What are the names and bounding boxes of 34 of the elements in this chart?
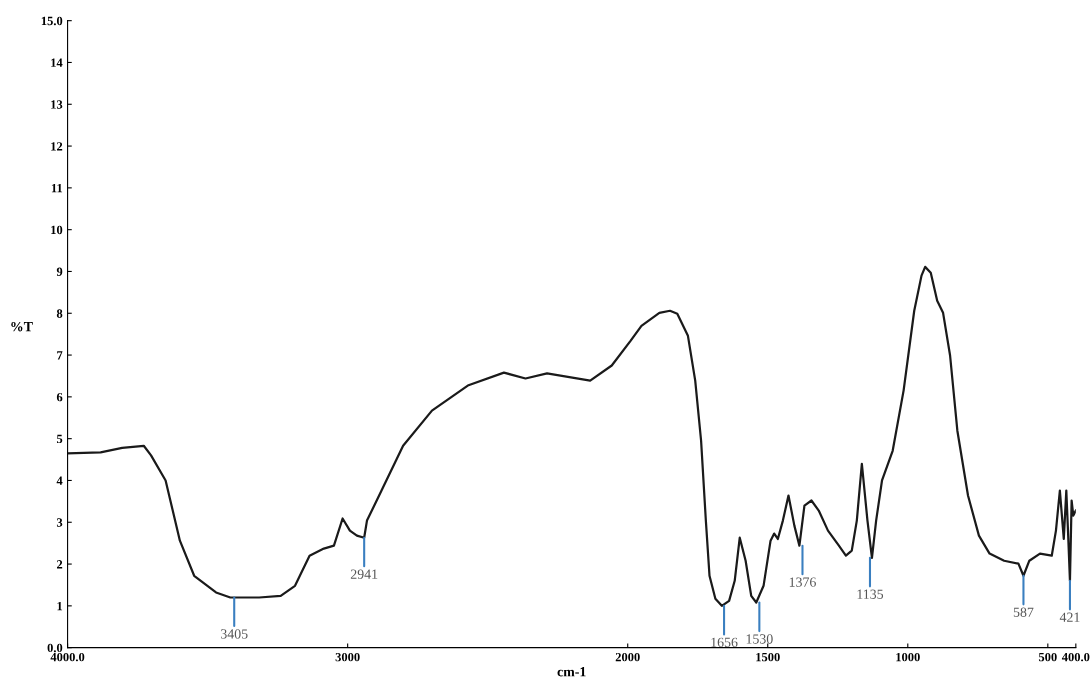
annotation: 1656 [711, 637, 738, 647]
line-series [67, 265, 1076, 607]
y-tick-label: 15.0 [41, 16, 63, 26]
y-tick-label: 12 [51, 142, 63, 151]
y-tick-label: 13 [51, 100, 63, 109]
y-tick-label: 9 [56, 267, 63, 276]
x-tick-label: 1000 [896, 652, 920, 662]
annotation: 1376 [789, 577, 816, 587]
y-tick-label: 8 [56, 309, 63, 318]
y-tick-label: 4 [56, 476, 63, 485]
x-tick-label: 400.0 [1061, 652, 1090, 662]
y-tick-label: 2 [56, 560, 63, 569]
annotation: 1530 [746, 634, 773, 644]
y-axis-title: %T [11, 321, 33, 332]
y-tick-label: 11 [51, 183, 63, 193]
x-tick-label: 2000 [615, 652, 640, 662]
x-axis-title: cm-1 [557, 667, 586, 677]
annotation: 2941 [350, 569, 378, 579]
y-tick-label: 3 [56, 518, 63, 527]
annotation: 587 [1013, 607, 1034, 617]
x-tick-label: 500 [1038, 652, 1057, 662]
x-tick-label: 4000.0 [50, 652, 85, 662]
y-tick-label: 1 [57, 601, 63, 611]
y-tick-label: 10 [51, 225, 63, 235]
annotation: 421 [1059, 612, 1080, 622]
y-tick-label: 0.0 [47, 643, 63, 653]
x-tick-label: 3000 [335, 652, 360, 662]
y-tick-label: 14 [51, 58, 63, 67]
y-tick-label: 7 [57, 351, 63, 360]
y-tick-label: 5 [56, 434, 63, 444]
x-tick-label: 1500 [756, 652, 780, 662]
annotation: 3405 [221, 629, 248, 639]
annotation: 1135 [857, 589, 884, 599]
y-tick-label: 6 [56, 392, 63, 402]
